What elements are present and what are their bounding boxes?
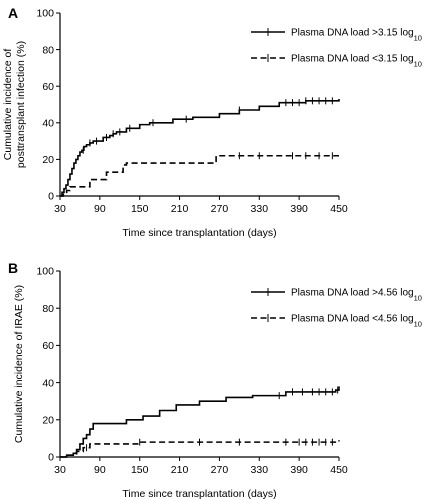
x-tick-label: 30 bbox=[54, 464, 66, 476]
series-line-1 bbox=[60, 99, 340, 197]
x-tick-label: 390 bbox=[290, 464, 308, 476]
y-axis-title: Cumulative incidence of IRAE (%) bbox=[13, 285, 25, 443]
legend-label: Plasma DNA load <3.15 log10 bbox=[291, 54, 422, 69]
chart-panel-a: A 0 20 40 60 80 100 30 90 150 210 270 330 390 450 Time … bbox=[2, 5, 422, 239]
x-tick-label: 330 bbox=[251, 203, 269, 215]
legend-label: Plasma DNA load >3.15 log10 bbox=[291, 28, 422, 43]
x-tick-label: 210 bbox=[171, 464, 189, 476]
x-tick-label: 210 bbox=[171, 203, 189, 215]
x-axis-title: Time since transplantation (days) bbox=[122, 227, 276, 239]
y-tick-label: 0 bbox=[48, 452, 54, 464]
y-tick-label: 40 bbox=[42, 118, 54, 130]
y-tick-label: 60 bbox=[42, 340, 54, 352]
x-tick-label: 150 bbox=[131, 464, 149, 476]
x-tick-label: 450 bbox=[330, 464, 348, 476]
panel-label: B bbox=[8, 260, 18, 276]
x-tick-label: 150 bbox=[131, 203, 149, 215]
y-tick-label: 0 bbox=[48, 191, 54, 203]
y-tick-label: 20 bbox=[42, 154, 54, 166]
legend-label: Plasma DNA load >4.56 log10 bbox=[291, 288, 422, 303]
x-axis-title: Time since transplantation (days) bbox=[122, 488, 276, 500]
x-tick-label: 330 bbox=[251, 464, 269, 476]
legend-subscript: 10 bbox=[414, 33, 422, 42]
y-tick-label: 80 bbox=[42, 44, 54, 56]
legend-label: Plasma DNA load <4.56 log10 bbox=[291, 314, 422, 329]
y-tick-label: 40 bbox=[42, 377, 54, 389]
x-tick-label: 390 bbox=[290, 203, 308, 215]
series-line-2 bbox=[60, 440, 340, 458]
x-tick-label: 30 bbox=[54, 203, 66, 215]
legend-subscript: 10 bbox=[414, 59, 422, 68]
y-tick-label: 80 bbox=[42, 303, 54, 315]
x-tick-label: 90 bbox=[94, 203, 106, 215]
y-tick-label: 100 bbox=[36, 8, 54, 20]
y-tick-label: 60 bbox=[42, 81, 54, 93]
legend-subscript: 10 bbox=[414, 293, 422, 302]
panel-label: A bbox=[8, 5, 18, 21]
y-axis-title: Cumulative incidence of bbox=[2, 49, 14, 161]
series-line-1 bbox=[60, 386, 340, 458]
x-tick-label: 270 bbox=[211, 464, 229, 476]
chart-panel-b: B 0 20 40 60 80 100 30 90 150 210 270 330 390 450 Time … bbox=[8, 260, 422, 500]
y-tick-label: 20 bbox=[42, 415, 54, 427]
x-tick-label: 450 bbox=[330, 203, 348, 215]
y-tick-label: 100 bbox=[36, 266, 54, 278]
x-tick-label: 90 bbox=[94, 464, 106, 476]
x-tick-label: 270 bbox=[211, 203, 229, 215]
y-axis-title: posttransplant infection (%) bbox=[15, 41, 27, 168]
series-line-2 bbox=[60, 154, 339, 197]
legend-subscript: 10 bbox=[414, 319, 422, 328]
